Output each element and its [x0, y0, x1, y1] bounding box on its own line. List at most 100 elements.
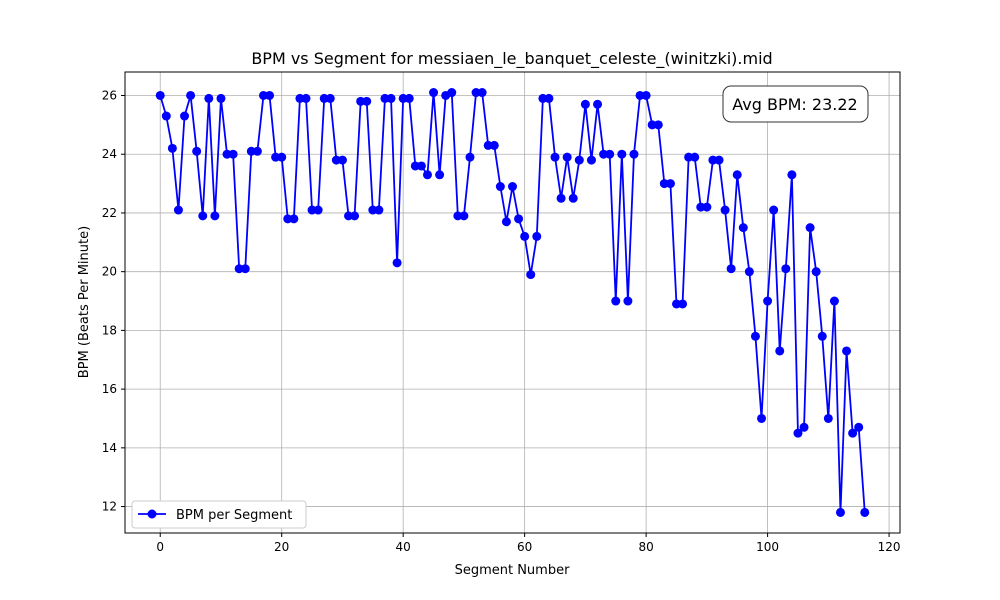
- data-point: [738, 223, 748, 233]
- data-point: [252, 146, 262, 156]
- y-tick-label: 22: [102, 206, 117, 220]
- data-point: [860, 507, 870, 517]
- data-point: [848, 428, 858, 438]
- average-bpm-annotation: Avg BPM: 23.22: [722, 85, 869, 123]
- y-tick-label: 16: [102, 382, 117, 396]
- data-point: [508, 182, 517, 192]
- data-point: [763, 296, 773, 306]
- chart-title: BPM vs Segment for messiaen_le_banquet_c…: [251, 49, 772, 69]
- data-point: [593, 99, 603, 109]
- data-point: [811, 267, 821, 277]
- data-point: [210, 211, 220, 221]
- data-point: [186, 90, 196, 100]
- data-point: [514, 214, 524, 224]
- x-tick-label: 20: [274, 540, 289, 554]
- data-point: [362, 96, 372, 106]
- legend-label: BPM per Segment: [176, 508, 292, 523]
- data-point: [240, 264, 250, 274]
- y-tick-label: 18: [102, 323, 117, 337]
- data-point: [313, 205, 323, 215]
- data-point: [429, 88, 439, 98]
- data-point: [350, 211, 360, 221]
- data-point: [793, 428, 803, 438]
- data-point: [842, 346, 852, 356]
- data-point: [611, 296, 621, 306]
- data-point: [155, 90, 165, 100]
- data-point: [799, 422, 809, 432]
- y-tick-label: 26: [102, 88, 117, 102]
- legend-marker-swatch: [147, 509, 157, 519]
- data-point: [435, 170, 445, 180]
- data-point: [653, 120, 663, 130]
- data-point: [617, 149, 627, 159]
- data-point: [161, 111, 171, 121]
- data-point: [167, 143, 177, 153]
- data-point: [757, 413, 767, 423]
- data-point: [374, 205, 384, 215]
- data-point: [744, 267, 754, 277]
- data-point: [325, 93, 335, 103]
- y-tick-label: 20: [102, 265, 117, 279]
- data-point: [289, 214, 299, 224]
- data-point: [277, 152, 287, 162]
- x-tick-label: 120: [878, 540, 901, 554]
- data-point: [665, 179, 675, 189]
- legend: BPM per Segment: [131, 500, 307, 529]
- data-point: [337, 155, 347, 165]
- data-point: [489, 140, 499, 150]
- data-point: [787, 170, 797, 180]
- data-point: [726, 264, 736, 274]
- data-point: [714, 155, 724, 165]
- data-point: [550, 152, 560, 162]
- x-tick-label: 0: [156, 540, 164, 554]
- data-point: [404, 93, 414, 103]
- data-point: [641, 90, 651, 100]
- data-point: [702, 202, 712, 212]
- data-point: [532, 231, 542, 241]
- series-layer: [155, 88, 870, 517]
- data-point: [216, 93, 226, 103]
- x-tick-label: 40: [396, 540, 411, 554]
- y-tick-label: 14: [102, 441, 117, 455]
- data-point: [556, 193, 566, 203]
- data-point: [629, 149, 639, 159]
- data-point: [544, 93, 554, 103]
- data-point: [422, 170, 432, 180]
- data-point: [750, 331, 760, 341]
- data-point: [775, 346, 785, 356]
- data-point: [392, 258, 402, 268]
- data-point: [501, 217, 511, 227]
- axis-ticks: 0 20 40 60 80 100 120 12 14 16 18 20 22 24 26: [102, 88, 901, 554]
- y-axis-title: BPM (Beats Per Minute): [77, 226, 92, 378]
- data-point: [574, 155, 584, 165]
- data-point: [678, 299, 688, 309]
- data-point: [228, 149, 238, 159]
- data-point: [854, 422, 864, 432]
- y-tick-label: 12: [102, 500, 117, 514]
- average-bpm-box: [722, 85, 869, 123]
- data-point: [623, 296, 633, 306]
- data-point: [526, 270, 536, 280]
- data-point: [817, 331, 827, 341]
- x-tick-label: 60: [517, 540, 532, 554]
- x-axis-title: Segment Number: [455, 563, 571, 578]
- data-point: [416, 161, 426, 171]
- x-tick-label: 100: [756, 540, 779, 554]
- data-point: [520, 231, 530, 241]
- data-point: [720, 205, 730, 215]
- x-tick-label: 80: [638, 540, 653, 554]
- data-point: [605, 149, 615, 159]
- data-point: [690, 152, 700, 162]
- data-point: [495, 182, 505, 192]
- data-point: [829, 296, 839, 306]
- data-point: [204, 93, 214, 103]
- data-point: [465, 152, 475, 162]
- data-point: [586, 155, 596, 165]
- data-point: [562, 152, 572, 162]
- data-point: [386, 93, 396, 103]
- data-point: [180, 111, 190, 121]
- data-point: [769, 205, 779, 215]
- data-point: [835, 507, 845, 517]
- data-point: [580, 99, 590, 109]
